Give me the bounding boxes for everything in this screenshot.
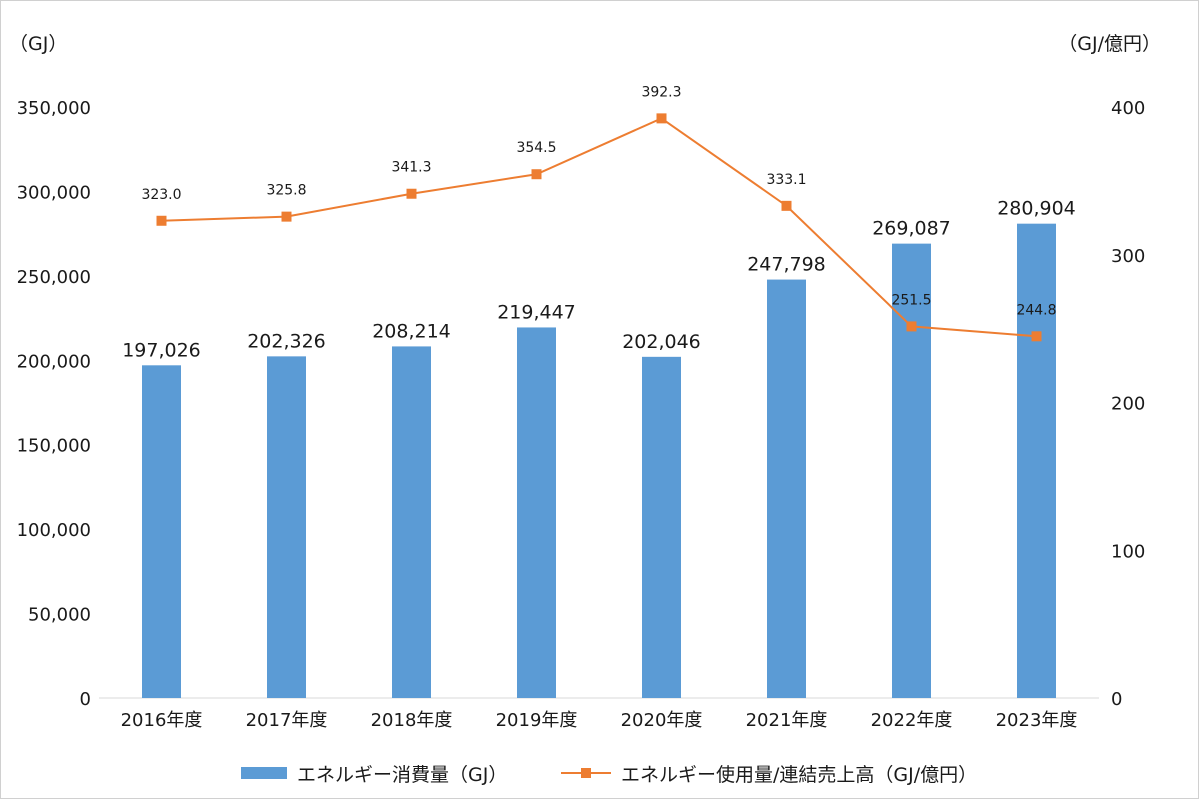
- bar: [392, 346, 431, 698]
- line-value-label: 341.3: [391, 160, 431, 176]
- left-tick-label: 100,000: [17, 520, 91, 541]
- legend-bar-swatch: [241, 767, 287, 779]
- bar-value-label: 208,214: [372, 320, 451, 342]
- bar: [767, 279, 806, 698]
- bar: [142, 365, 181, 698]
- x-tick-label: 2016年度: [121, 710, 203, 731]
- right-axis-ticks: 0 100 200 300 400: [1111, 98, 1145, 710]
- right-tick-label: 200: [1111, 394, 1145, 415]
- line-value-label: 325.8: [266, 183, 306, 199]
- line-marker: [281, 211, 292, 222]
- line-marker: [156, 215, 167, 226]
- x-tick-label: 2022年度: [871, 710, 953, 731]
- legend-line-label: エネルギー使用量/連結売上高（GJ/億円）: [621, 764, 977, 786]
- line-value-labels: 323.0 325.8 341.3 354.5 392.3 333.1 251.5 244.8: [141, 84, 1056, 318]
- left-tick-label: 0: [80, 689, 91, 710]
- bar-value-label: 202,046: [622, 331, 701, 353]
- bar: [642, 356, 681, 698]
- line-marker: [406, 188, 417, 199]
- line-value-label: 392.3: [641, 84, 681, 100]
- bar-value-labels: 197,026 202,326 208,214 219,447 202,046 247,7…: [122, 198, 1076, 362]
- bar: [517, 327, 556, 698]
- x-tick-label: 2017年度: [246, 710, 328, 731]
- line-marker: [781, 200, 792, 211]
- left-tick-label: 250,000: [17, 267, 91, 288]
- x-tick-label: 2020年度: [621, 710, 703, 731]
- right-tick-label: 300: [1111, 246, 1145, 267]
- left-tick-label: 150,000: [17, 436, 91, 457]
- line-value-label: 244.8: [1016, 302, 1056, 318]
- legend: エネルギー消費量（GJ） エネルギー使用量/連結売上高（GJ/億円）: [241, 764, 977, 786]
- line-marker: [1031, 331, 1042, 342]
- line-value-label: 354.5: [516, 140, 556, 156]
- line-marker: [531, 169, 542, 180]
- bar-value-label: 219,447: [497, 301, 576, 323]
- bar-series: [142, 223, 1056, 699]
- line-value-label: 251.5: [891, 292, 931, 308]
- line-series: [156, 113, 1042, 342]
- line-marker: [906, 321, 917, 332]
- left-tick-label: 200,000: [17, 351, 91, 372]
- left-axis-unit: （GJ）: [9, 33, 67, 55]
- legend-line-marker: [581, 768, 591, 778]
- x-tick-label: 2023年度: [996, 710, 1078, 731]
- left-tick-label: 300,000: [17, 182, 91, 203]
- left-axis-ticks: 0 50,000 100,000 150,000 200,000 250,000 300,0…: [17, 98, 91, 710]
- bar-value-label: 280,904: [997, 198, 1076, 220]
- line-path: [161, 117, 1037, 338]
- left-tick-label: 50,000: [28, 605, 91, 626]
- bar-value-label: 269,087: [872, 218, 951, 240]
- line-marker: [656, 113, 667, 124]
- line-value-label: 323.0: [141, 187, 181, 203]
- bar: [267, 356, 306, 698]
- bar-value-label: 202,326: [247, 330, 326, 352]
- bar-value-label: 197,026: [122, 339, 201, 361]
- right-tick-label: 100: [1111, 541, 1145, 562]
- bar-value-label: 247,798: [747, 254, 826, 276]
- right-tick-label: 0: [1111, 689, 1122, 710]
- line-value-label: 333.1: [766, 172, 806, 188]
- x-tick-label: 2019年度: [496, 710, 578, 731]
- left-tick-label: 350,000: [17, 98, 91, 119]
- x-tick-label: 2018年度: [371, 710, 453, 731]
- bar: [892, 243, 931, 698]
- right-axis-unit: （GJ/億円）: [1058, 33, 1161, 55]
- bar: [1017, 223, 1056, 699]
- x-tick-label: 2021年度: [746, 710, 828, 731]
- right-tick-label: 400: [1111, 98, 1145, 119]
- x-axis-ticks: 2016年度 2017年度 2018年度 2019年度 2020年度 2021年度 2022…: [121, 710, 1078, 731]
- legend-bar-label: エネルギー消費量（GJ）: [297, 764, 507, 786]
